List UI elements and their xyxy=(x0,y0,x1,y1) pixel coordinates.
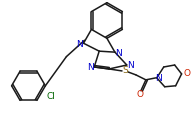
Text: N: N xyxy=(76,40,83,49)
Text: N: N xyxy=(87,64,94,72)
Text: O: O xyxy=(183,69,190,78)
Text: N: N xyxy=(127,61,134,70)
Text: S: S xyxy=(122,66,128,75)
Text: Cl: Cl xyxy=(47,92,56,101)
Text: O: O xyxy=(136,90,143,99)
Text: N: N xyxy=(115,49,122,58)
Text: N: N xyxy=(155,74,162,83)
